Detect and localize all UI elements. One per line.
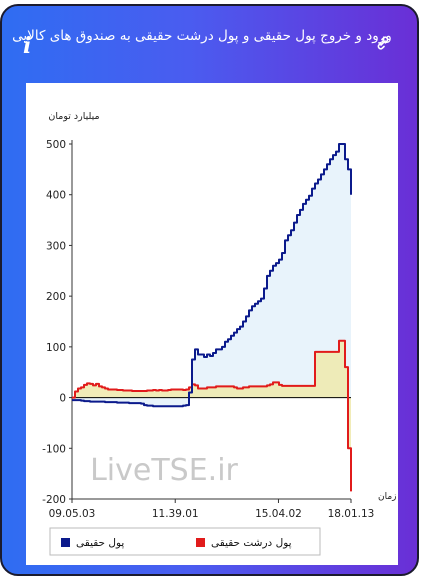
plot-panel: میلیارد تومان زمان LiveTSE.ir 500 400 300 2…	[26, 83, 398, 565]
series-line-real-money	[72, 143, 352, 408]
series-line-big-money	[72, 339, 352, 492]
y-tick-label: -100	[42, 443, 66, 455]
y-tick-label: 0	[59, 393, 66, 405]
info-icon[interactable]: i	[23, 33, 32, 59]
series-fill-big-money	[72, 340, 351, 492]
y-tick-label: 400	[46, 190, 66, 202]
x-tick-label: 18.01.13	[328, 508, 375, 520]
x-tick-label: 11.39.01	[152, 508, 199, 520]
link-icon[interactable]	[376, 36, 390, 50]
y-tick-label: 200	[46, 291, 66, 303]
legend-label-real-money: پول حقیقی	[76, 537, 124, 549]
x-tick-label: 15.04.02	[255, 508, 302, 520]
chart-title: ورود و خروج پول حقیقی و پول درشت حقیقی ب…	[12, 28, 392, 44]
chart-card: ورود و خروج پول حقیقی و پول درشت حقیقی ب…	[0, 4, 419, 576]
x-axis-label: زمان	[378, 492, 397, 502]
legend-label-big-money: پول درشت حقیقی	[211, 537, 292, 549]
axes	[71, 140, 351, 500]
tick-labels: 500 400 300 200 100 0 -100 -200 09.05.03 11.39.01…	[42, 139, 374, 520]
y-tick-label: 300	[46, 240, 66, 252]
series-fills	[72, 144, 351, 492]
y-tick-label: 100	[46, 342, 66, 354]
y-axis-label: میلیارد تومان	[48, 111, 99, 122]
y-tick-label: -200	[42, 494, 66, 506]
legend-swatch-real-money	[61, 538, 70, 547]
chart-svg: میلیارد تومان زمان LiveTSE.ir 500 400 300 2…	[42, 111, 397, 556]
watermark: LiveTSE.ir	[90, 453, 238, 488]
legend: پول حقیقی پول درشت حقیقی	[49, 527, 321, 556]
legend-swatch-big-money	[196, 538, 205, 547]
series-lines	[72, 143, 352, 492]
x-tick-label: 09.05.03	[49, 508, 96, 520]
y-tick-label: 500	[46, 139, 66, 151]
series-fill-real-money	[72, 144, 351, 407]
